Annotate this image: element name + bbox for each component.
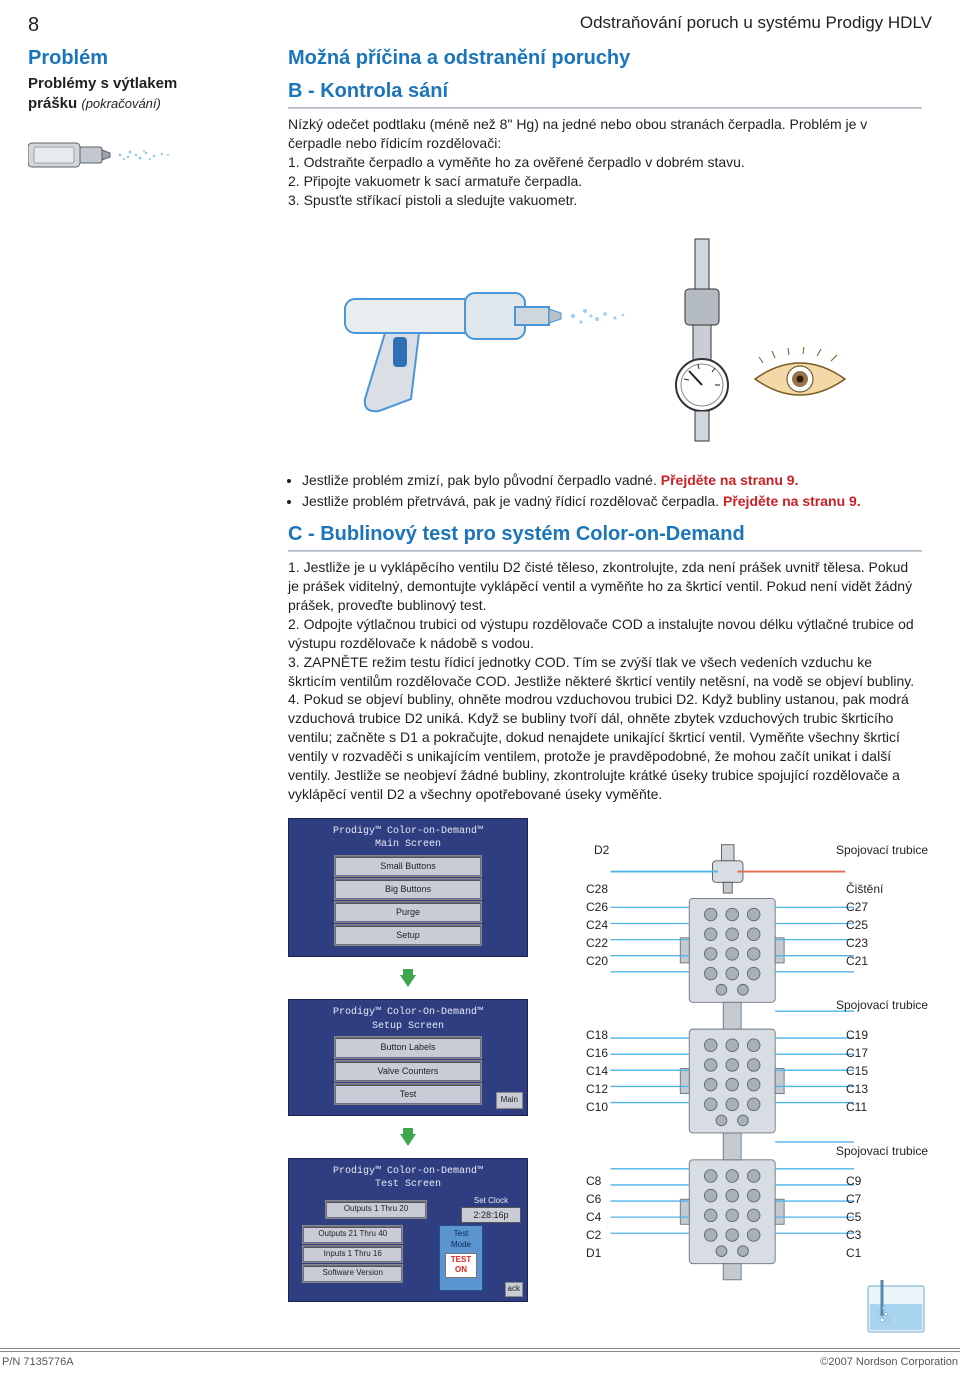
label-c25: C25	[846, 917, 868, 933]
label-c4: C4	[586, 1209, 601, 1225]
inputs-1-16-button[interactable]: Inputs 1 Thru 16	[303, 1246, 402, 1263]
label-c21: C21	[846, 953, 868, 969]
label-c27: C27	[846, 899, 868, 915]
bullet-1-text: Jestliže problém zmizí, pak bylo původní…	[302, 472, 657, 488]
bullet-2-text: Jestliže problém přetrvává, pak je vadný…	[302, 493, 719, 509]
set-clock-label: Set Clock	[474, 1196, 508, 1207]
footer-right: ©2007 Nordson Corporation	[820, 1355, 958, 1370]
bullet-1-link: Přejděte na stranu 9.	[661, 472, 799, 488]
section-b-step-1: 1. Odstraňte čerpadlo a vyměňte ho za ov…	[288, 153, 922, 172]
section-c-step-2: 2. Odpojte výtlačnou trubici od výstupu …	[288, 615, 922, 653]
test-mode-badge: Test Mode TEST ON	[439, 1225, 483, 1291]
small-buttons-button[interactable]: Small Buttons	[335, 856, 482, 876]
label-c7: C7	[846, 1191, 861, 1207]
bullet-1: Jestliže problém zmizí, pak bylo původní…	[302, 471, 922, 490]
divider	[288, 550, 922, 552]
cause-heading: Možná příčina a odstranění poruchy	[288, 45, 922, 72]
outputs-1-20-button[interactable]: Outputs 1 Thru 20	[326, 1201, 425, 1218]
down-arrow-icon	[400, 975, 416, 987]
label-c5: C5	[846, 1209, 861, 1225]
clock-display: 2:28:16p	[461, 1207, 521, 1223]
manifold-diagram: D2 Spojovací trubice C28 C26 C24 C22 C20…	[546, 818, 922, 1332]
section-b-step-3: 3. Spusťte stříkací pistoli a sledujte v…	[288, 191, 922, 210]
software-version-button[interactable]: Software Version	[303, 1265, 402, 1282]
section-b-step-2: 2. Připojte vakuometr k sací armatuře če…	[288, 172, 922, 191]
label-c8: C8	[586, 1173, 601, 1189]
label-c23: C23	[846, 935, 868, 951]
spraygun-gauge-illustration	[288, 219, 922, 459]
problem-subtitle-1: Problémy s výtlakem	[28, 75, 177, 92]
setup-screen-title: Prodigy™ Color-On-Demand™ Setup Screen	[295, 1006, 521, 1033]
label-c13: C13	[846, 1081, 868, 1097]
outputs-21-40-button[interactable]: Outputs 21 Thru 40	[303, 1226, 402, 1243]
down-arrow-icon	[400, 1134, 416, 1146]
section-c-title: C - Bublinový test pro systém Color-on-D…	[288, 521, 922, 548]
setup-button[interactable]: Setup	[335, 925, 482, 945]
back-button[interactable]: ack	[505, 1282, 523, 1297]
label-c1: C1	[846, 1245, 861, 1261]
label-c20: C20	[586, 953, 608, 969]
label-d2: D2	[594, 842, 609, 858]
problem-heading: Problém	[28, 45, 278, 72]
section-b-title: B - Kontrola sání	[288, 78, 922, 105]
label-top-right: Spojovací trubice	[836, 842, 928, 858]
cod-screens: Prodigy™ Color-on-Demand™ Main Screen Sm…	[288, 818, 528, 1302]
label-c2: C2	[586, 1227, 601, 1243]
problem-continuation: (pokračování)	[81, 96, 160, 111]
main-nav-button[interactable]: Main	[496, 1092, 523, 1109]
label-c6: C6	[586, 1191, 601, 1207]
label-c3: C3	[846, 1227, 861, 1243]
section-c-step-3: 3. ZAPNĚTE režim testu řídicí jednotky C…	[288, 653, 922, 691]
water-cup-icon	[864, 1280, 928, 1336]
label-c26: C26	[586, 899, 608, 915]
main-screen-panel: Prodigy™ Color-on-Demand™ Main Screen Sm…	[288, 818, 528, 958]
label-mid1: Spojovací trubice	[836, 997, 928, 1013]
test-button[interactable]: Test	[335, 1084, 482, 1104]
label-mid2: Spojovací trubice	[836, 1143, 928, 1159]
divider	[288, 107, 922, 109]
footer-left: P/N 7135776A	[2, 1355, 74, 1370]
label-c24: C24	[586, 917, 608, 933]
label-c11: C11	[846, 1099, 867, 1115]
button-labels-button[interactable]: Button Labels	[335, 1037, 482, 1057]
label-c28: C28	[586, 881, 608, 897]
eye-icon	[755, 347, 845, 395]
label-c15: C15	[846, 1063, 868, 1079]
label-c16: C16	[586, 1045, 608, 1061]
label-c12: C12	[586, 1081, 608, 1097]
page-number: 8	[28, 12, 39, 39]
purge-button[interactable]: Purge	[335, 902, 482, 922]
section-c-step-4: 4. Pokud se objeví bubliny, ohněte modro…	[288, 690, 922, 803]
test-on-indicator: TEST ON	[445, 1253, 477, 1279]
big-buttons-button[interactable]: Big Buttons	[335, 879, 482, 899]
label-c17: C17	[846, 1045, 868, 1061]
bullet-2-link: Přejděte na stranu 9.	[723, 493, 861, 509]
main-screen-title: Prodigy™ Color-on-Demand™ Main Screen	[295, 825, 521, 852]
label-c10: C10	[586, 1099, 608, 1115]
nozzle-icon	[28, 125, 208, 185]
test-screen-panel: Prodigy™ Color-on-Demand™ Test Screen Ou…	[288, 1158, 528, 1302]
test-screen-title: Prodigy™ Color-on-Demand™ Test Screen	[295, 1165, 521, 1192]
setup-screen-panel: Prodigy™ Color-On-Demand™ Setup Screen B…	[288, 999, 528, 1115]
section-b-intro: Nízký odečet podtlaku (méně než 8" Hg) n…	[288, 115, 922, 153]
valve-counters-button[interactable]: Valve Counters	[335, 1061, 482, 1081]
section-c-step-1: 1. Jestliže je u vyklápěcího ventilu D2 …	[288, 558, 922, 615]
label-cisteni: Čištění	[846, 881, 883, 897]
label-d1: D1	[586, 1245, 601, 1261]
label-c22: C22	[586, 935, 608, 951]
label-c9: C9	[846, 1173, 861, 1189]
document-title: Odstraňování poruch u systému Prodigy HD…	[580, 12, 932, 35]
label-c14: C14	[586, 1063, 608, 1079]
bullet-2: Jestliže problém přetrvává, pak je vadný…	[302, 492, 922, 511]
label-c18: C18	[586, 1027, 608, 1043]
label-c19: C19	[846, 1027, 868, 1043]
problem-subtitle-2: prášku	[28, 95, 77, 112]
